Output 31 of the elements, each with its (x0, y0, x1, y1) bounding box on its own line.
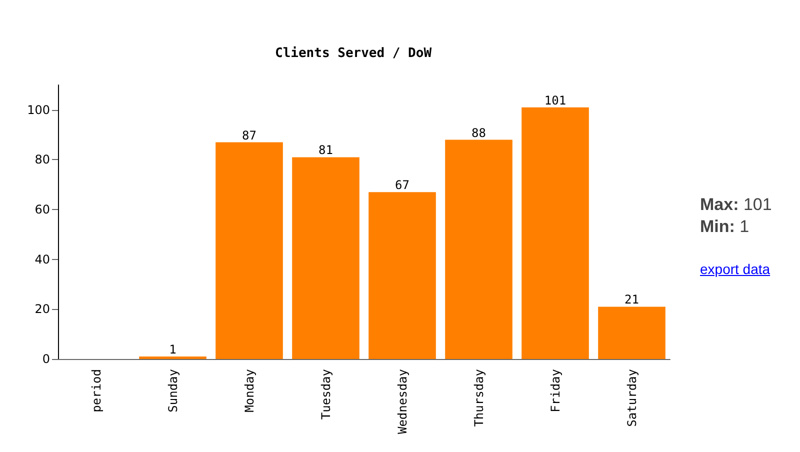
x-tick-label: Saturday (624, 369, 639, 427)
bar (522, 107, 589, 359)
bar (292, 157, 360, 359)
y-tick-label: 20 (34, 302, 50, 316)
bar (216, 142, 283, 359)
y-tick-label: 80 (34, 152, 50, 167)
bar (445, 140, 512, 359)
data-label: 1 (169, 342, 176, 357)
x-tick-label: Monday (242, 369, 256, 412)
data-label: 87 (242, 128, 256, 142)
bar (598, 306, 666, 359)
y-tick-label: 100 (27, 102, 50, 117)
text: Min: 1 (700, 217, 750, 237)
data-label: 88 (472, 126, 486, 140)
bar (368, 192, 436, 359)
y-tick-label: 60 (34, 202, 50, 217)
text: export data (700, 261, 770, 277)
y-tick-label: 0 (42, 352, 50, 366)
x-tick-label: period (89, 369, 104, 412)
x-tick-label: Sunday (166, 369, 180, 412)
x-tick-label: Thursday (472, 369, 486, 427)
data-label: 101 (544, 93, 566, 108)
y-tick-label: 40 (34, 252, 50, 266)
text: Max: 101 (700, 195, 773, 215)
x-tick-label: Tuesday (318, 369, 333, 420)
chart-title: Clients Served / DoW (275, 46, 432, 61)
x-tick-label: Wednesday (395, 369, 410, 434)
data-label: 21 (624, 292, 639, 307)
data-label: 81 (318, 143, 333, 158)
x-tick-label: Friday (548, 369, 562, 412)
data-label: 67 (395, 178, 410, 192)
